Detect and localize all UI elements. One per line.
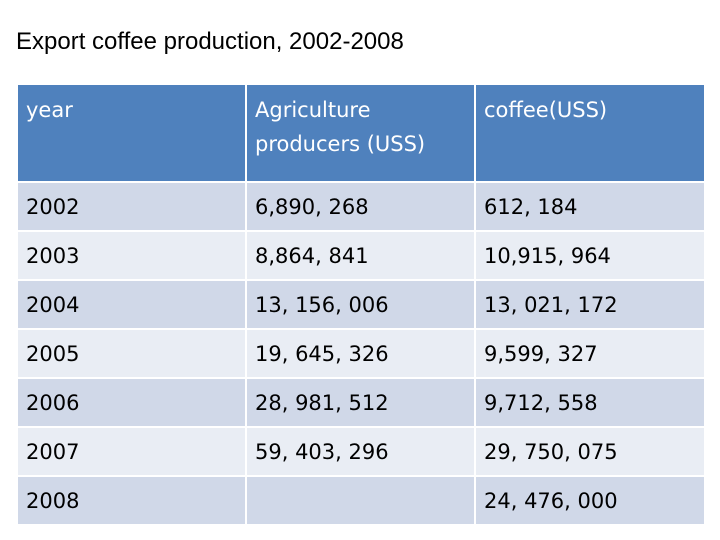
table-row: 2003 8,864, 841 10,915, 964 [16,230,706,281]
header-coffee: coffee(USS) [474,83,706,183]
table-row: 2007 59, 403, 296 29, 750, 075 [16,426,706,477]
table-row: 2006 28, 981, 512 9,712, 558 [16,377,706,428]
cell-year: 2008 [16,475,247,526]
cell-year: 2002 [16,181,247,232]
table-row: 2008 24, 476, 000 [16,475,706,526]
header-year: year [16,83,247,183]
cell-agriculture-producers: 13, 156, 006 [245,279,476,330]
cell-coffee: 29, 750, 075 [474,426,706,477]
cell-year: 2003 [16,230,247,281]
table-row: 2004 13, 156, 006 13, 021, 172 [16,279,706,330]
cell-year: 2007 [16,426,247,477]
table-row: 2002 6,890, 268 612, 184 [16,181,706,232]
table-header-row: year Agriculture producers (USS) coffee(… [16,83,706,183]
cell-agriculture-producers: 28, 981, 512 [245,377,476,428]
cell-year: 2006 [16,377,247,428]
cell-coffee: 10,915, 964 [474,230,706,281]
cell-agriculture-producers [245,475,476,526]
table-row: 2005 19, 645, 326 9,599, 327 [16,328,706,379]
cell-agriculture-producers: 59, 403, 296 [245,426,476,477]
cell-coffee: 9,712, 558 [474,377,706,428]
cell-coffee: 13, 021, 172 [474,279,706,330]
cell-coffee: 612, 184 [474,181,706,232]
cell-year: 2005 [16,328,247,379]
cell-year: 2004 [16,279,247,330]
cell-agriculture-producers: 8,864, 841 [245,230,476,281]
cell-agriculture-producers: 19, 645, 326 [245,328,476,379]
coffee-production-table: year Agriculture producers (USS) coffee(… [16,83,706,526]
header-agriculture-producers: Agriculture producers (USS) [245,83,476,183]
cell-coffee: 24, 476, 000 [474,475,706,526]
page-title: Export coffee production, 2002-2008 [16,28,404,55]
cell-coffee: 9,599, 327 [474,328,706,379]
cell-agriculture-producers: 6,890, 268 [245,181,476,232]
